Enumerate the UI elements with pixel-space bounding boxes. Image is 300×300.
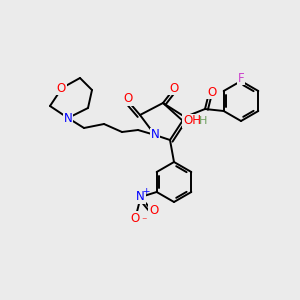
Text: O: O bbox=[149, 205, 158, 218]
Text: H: H bbox=[199, 116, 207, 126]
Text: F: F bbox=[238, 71, 244, 85]
Text: O: O bbox=[169, 82, 178, 94]
Text: O: O bbox=[207, 85, 217, 98]
Text: OH: OH bbox=[183, 115, 201, 128]
Text: +: + bbox=[142, 187, 149, 196]
Text: N: N bbox=[151, 128, 159, 142]
Text: N: N bbox=[136, 190, 145, 203]
Text: ⁻: ⁻ bbox=[142, 216, 147, 226]
Text: O: O bbox=[56, 82, 66, 94]
Text: O: O bbox=[130, 212, 139, 224]
Text: N: N bbox=[64, 112, 72, 124]
Text: O: O bbox=[123, 92, 133, 106]
